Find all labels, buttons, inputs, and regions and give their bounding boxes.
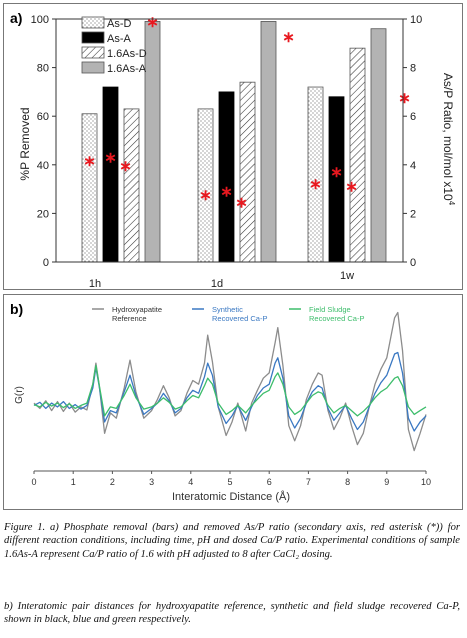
legend-swatch	[81, 61, 105, 74]
asp-ratio-marker: ∗	[235, 194, 248, 211]
legend-label: Field Sludge	[309, 305, 351, 314]
asp-ratio-marker: ∗	[398, 90, 411, 107]
y2-tick-label: 2	[410, 208, 416, 220]
legend-label: As-D	[107, 18, 132, 30]
y2-axis-label: As/P Ratio, mol/mol x104	[441, 73, 456, 206]
legend-label: Reference	[112, 314, 147, 323]
category-label: 1w	[340, 270, 354, 282]
category-label: 1h	[89, 278, 101, 289]
y-axis-label: %P Removed	[18, 107, 32, 180]
asp-ratio-marker: ∗	[309, 176, 322, 193]
legend-label: Synthetic	[212, 305, 243, 314]
x-tick-label: 10	[421, 477, 431, 487]
y2-tick-label: 8	[410, 63, 416, 75]
y-tick-label: 100	[31, 14, 49, 26]
bar-1-6as-a-1w	[370, 28, 387, 263]
bar-as-d-1w	[307, 86, 324, 263]
bar-as-d-1h	[81, 113, 98, 263]
bar-as-a-1d	[218, 91, 235, 263]
figure-caption-b: b) Interatomic pair distances for hydrox…	[4, 601, 460, 626]
asp-ratio-marker: ∗	[146, 14, 159, 31]
x-tick-label: 9	[384, 477, 389, 487]
asp-ratio-marker: ∗	[282, 29, 295, 46]
y2-axis-label-text: As/P Ratio, mol/mol x10	[441, 73, 455, 201]
x-tick-label: 5	[227, 477, 232, 487]
legend-label: 1.6As-D	[107, 48, 147, 60]
asp-ratio-marker: ∗	[199, 187, 212, 204]
asp-ratio-marker: ∗	[119, 158, 132, 175]
y-tick-label: 60	[37, 111, 49, 123]
panel-label-b: b)	[10, 301, 23, 317]
legend-label: Recovered Ca-P	[309, 314, 364, 323]
asp-ratio-marker: ∗	[104, 149, 117, 166]
legend-label: As-A	[107, 33, 132, 45]
legend-label: Recovered Ca-P	[212, 314, 267, 323]
y2-axis-label-exponent: 4	[447, 201, 456, 206]
bar-as-d-1d	[197, 108, 214, 263]
series-line-2	[33, 364, 427, 417]
category-label: 1d	[211, 278, 223, 289]
y2-tick-label: 10	[410, 14, 422, 26]
asp-ratio-marker: ∗	[330, 164, 343, 181]
legend-label: Hydroxyapatite	[112, 305, 162, 314]
x-tick-label: 2	[110, 477, 115, 487]
y-tick-label: 40	[37, 160, 49, 172]
chart-panel-a: a) ∗ ∗ ∗ ∗ ∗ ∗ ∗ ∗ ∗ ∗ ∗ ∗ 0 20 40 60 80 100 0 2 4 6 8 10 1h 1d 1…	[3, 3, 463, 290]
x-tick-label: 6	[267, 477, 272, 487]
bar-1-6as-a-1h	[144, 21, 161, 263]
plot-frame	[55, 18, 404, 263]
y2-tick-label: 6	[410, 111, 416, 123]
legend-swatch	[81, 16, 105, 29]
series-line-1	[33, 351, 427, 432]
x-tick-label: 0	[31, 477, 36, 487]
bar-1-6as-d-1h	[123, 108, 140, 263]
y2-tick-label: 0	[410, 257, 416, 269]
chart-panel-b: b) 0 1 2 3 4 5 6 7 8 9 10 Hydroxyapatite Reference S…	[3, 294, 463, 510]
legend-label: 1.6As-A	[107, 63, 147, 75]
y-tick-label: 80	[37, 63, 49, 75]
y-axis-label: G(r)	[14, 386, 25, 404]
x-tick-label: 7	[306, 477, 311, 487]
x-axis-label: Interatomic Distance (Å)	[172, 490, 290, 503]
x-tick-label: 3	[149, 477, 154, 487]
bar-as-a-1h	[102, 86, 119, 263]
x-tick-label: 8	[345, 477, 350, 487]
asp-ratio-marker: ∗	[345, 178, 358, 195]
y-tick-label: 0	[43, 257, 49, 269]
figure-caption-a: Figure 1. a) Phosphate removal (bars) an…	[4, 522, 460, 560]
bar-1-6as-d-1d	[239, 81, 256, 263]
x-tick-label: 4	[188, 477, 193, 487]
legend-swatch	[81, 31, 105, 44]
x-tick-label: 1	[71, 477, 76, 487]
panel-label-a: a)	[10, 10, 22, 26]
asp-ratio-marker: ∗	[220, 183, 233, 200]
y-tick-label: 20	[37, 208, 49, 220]
asp-ratio-marker: ∗	[83, 153, 96, 170]
legend-swatch	[81, 46, 105, 59]
bar-1-6as-a-1d	[260, 21, 277, 263]
y2-tick-label: 4	[410, 160, 416, 172]
bar-1-6as-d-1w	[349, 47, 366, 263]
